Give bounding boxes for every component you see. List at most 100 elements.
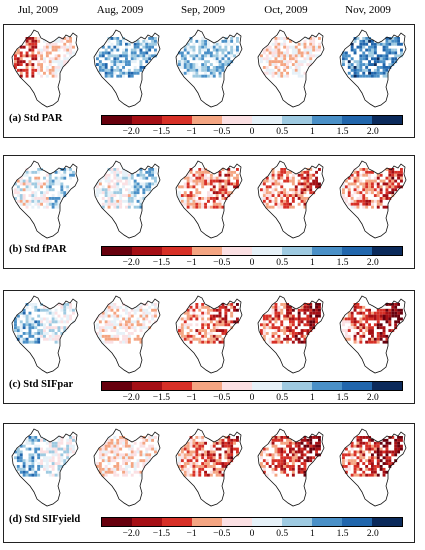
map-cell [291, 465, 295, 468]
map-cell [215, 45, 219, 49]
map-cell [373, 74, 377, 78]
map-cell [376, 340, 380, 344]
map-cell [104, 202, 108, 206]
map-cell [142, 444, 146, 448]
map-cell [294, 45, 298, 49]
map-cell [151, 444, 154, 448]
map-cell [309, 185, 313, 189]
map-cell [289, 320, 292, 324]
map-cell [192, 470, 196, 474]
map-cell [116, 45, 120, 49]
map-cell [107, 51, 111, 55]
colorbar-segment [222, 116, 252, 124]
map-cell [154, 179, 157, 183]
map-cell [209, 453, 213, 457]
map-cell [48, 444, 52, 448]
map-cell [265, 194, 269, 197]
map-cell [397, 170, 400, 174]
map-cell [289, 305, 292, 309]
map-cell [43, 305, 46, 309]
map-cell [391, 185, 395, 189]
map-cell [116, 48, 120, 52]
map-cell [40, 332, 43, 335]
map-cell [207, 176, 210, 180]
map-cell [388, 317, 392, 321]
map-cell [198, 48, 202, 52]
map-cell [376, 71, 380, 75]
map-cell [347, 191, 351, 195]
map-cell [371, 182, 374, 186]
map-cell [48, 45, 52, 49]
map-cell [289, 45, 292, 49]
map-cell [280, 63, 284, 66]
map-cell [224, 329, 228, 332]
map-cell [312, 173, 316, 177]
map-cell [212, 197, 216, 200]
map-cell [233, 320, 236, 324]
map-cell [368, 191, 371, 195]
map-cell [125, 205, 128, 209]
map-cell [283, 39, 287, 43]
map-cell [312, 317, 316, 321]
map-cell [204, 176, 207, 180]
map-cell [104, 340, 108, 344]
map-cell [183, 453, 187, 457]
map-cell [127, 176, 131, 180]
map-cell [289, 456, 292, 460]
map-cell [98, 54, 102, 58]
map-cell [344, 185, 348, 189]
map-cell [204, 68, 207, 72]
map-cell [350, 453, 354, 457]
map-cell [201, 441, 205, 445]
map-cell [359, 66, 363, 69]
map-cell [31, 470, 35, 474]
map-cell [382, 470, 386, 474]
map-cell [300, 317, 304, 321]
map-cell [262, 329, 266, 332]
map-cell [28, 199, 32, 203]
map-cell [63, 57, 67, 61]
map-cell [136, 337, 140, 341]
map-cell [25, 462, 29, 465]
map-cell [25, 182, 29, 186]
map-cell [400, 311, 403, 315]
map-cell [96, 191, 99, 195]
map-cell [63, 63, 67, 66]
map-cell [54, 170, 58, 174]
map-cell [397, 320, 400, 324]
map-cell [291, 194, 295, 197]
map-cell [376, 462, 380, 465]
map-cell [350, 473, 354, 477]
map-cell [297, 197, 301, 200]
map-cell [34, 42, 38, 46]
map-cell [201, 462, 205, 465]
map-cell [286, 179, 289, 183]
map-cell [286, 170, 289, 174]
map-cell [342, 60, 345, 64]
map-cell [37, 340, 41, 344]
map-cell [19, 54, 23, 58]
map-cell [365, 68, 369, 72]
map-cell [342, 453, 345, 457]
map-cell [19, 51, 23, 55]
map-cell [119, 305, 123, 309]
map-cell [207, 308, 210, 312]
map-cell [385, 54, 389, 58]
map-cell [212, 202, 216, 206]
colorbar-segment [192, 382, 222, 390]
map-cell [116, 66, 120, 69]
map-cell [212, 470, 216, 474]
map-cell [283, 68, 287, 72]
map-cell [379, 453, 383, 457]
map-cell [344, 317, 348, 321]
map-cell [37, 332, 41, 335]
map-cell [362, 305, 366, 309]
map-cell [291, 199, 295, 203]
map-cell [382, 63, 386, 66]
map-cell [66, 447, 70, 451]
map-cell [43, 205, 46, 209]
map-cell [356, 202, 360, 206]
map-cell [388, 170, 392, 174]
map-cell [142, 194, 146, 197]
map-cell [178, 191, 181, 195]
